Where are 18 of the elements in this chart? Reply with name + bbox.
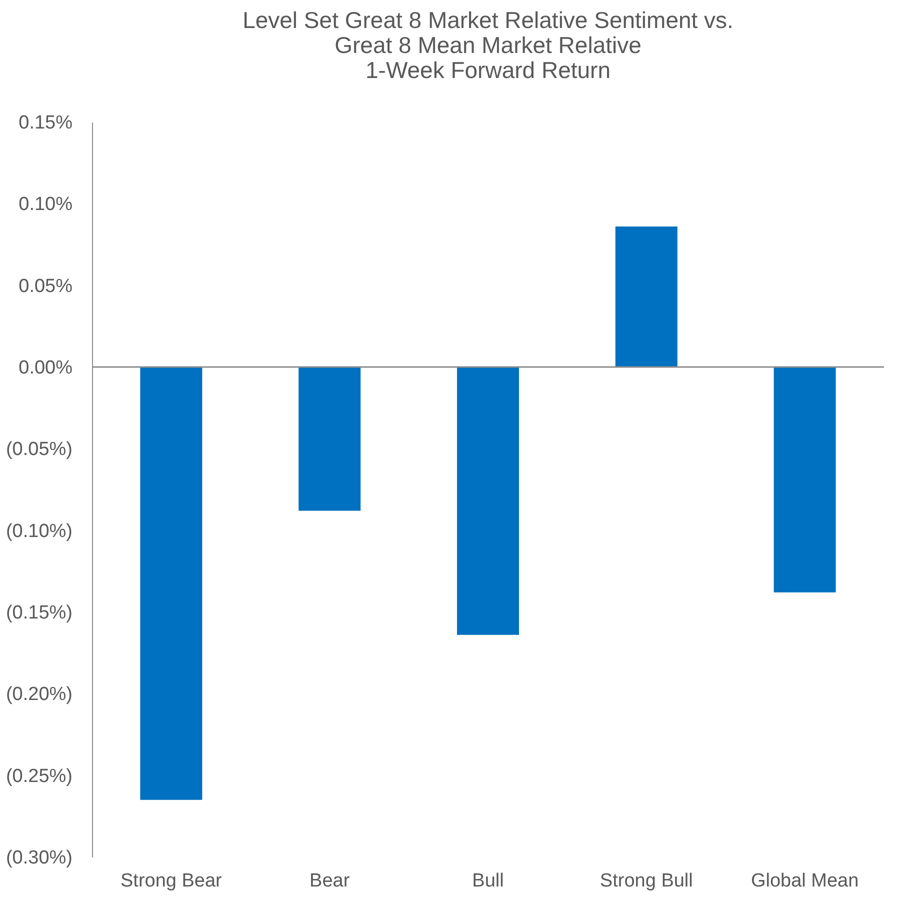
y-tick-label: 0.15%: [18, 112, 73, 134]
y-tick-label: 0.00%: [18, 358, 73, 378]
y-tick-label: (0.15%): [6, 602, 72, 624]
y-tick-label: (0.10%): [6, 520, 72, 542]
y-tick-label: 0.10%: [18, 194, 73, 216]
y-tick-label: (0.25%): [6, 766, 72, 787]
text: 1-Week Forward Return: [366, 57, 610, 83]
x-tick-label: Bear: [310, 870, 350, 892]
y-tick-label: (0.30%): [6, 848, 72, 868]
x-tick-label: Global Mean: [750, 870, 859, 892]
x-tick-label: Strong Bull: [600, 870, 693, 892]
x-tick-label: Bull: [472, 870, 504, 892]
text: Level Set Great 8 Market Relative Sentiment vs.: [242, 7, 734, 33]
y-tick-label: (0.05%): [6, 439, 72, 460]
y-tick-label: 0.05%: [18, 276, 73, 297]
x-tick-label: Strong Bear: [120, 870, 223, 892]
y-tick-label: (0.20%): [6, 684, 72, 706]
text: Great 8 Mean Market Relative: [334, 32, 642, 58]
